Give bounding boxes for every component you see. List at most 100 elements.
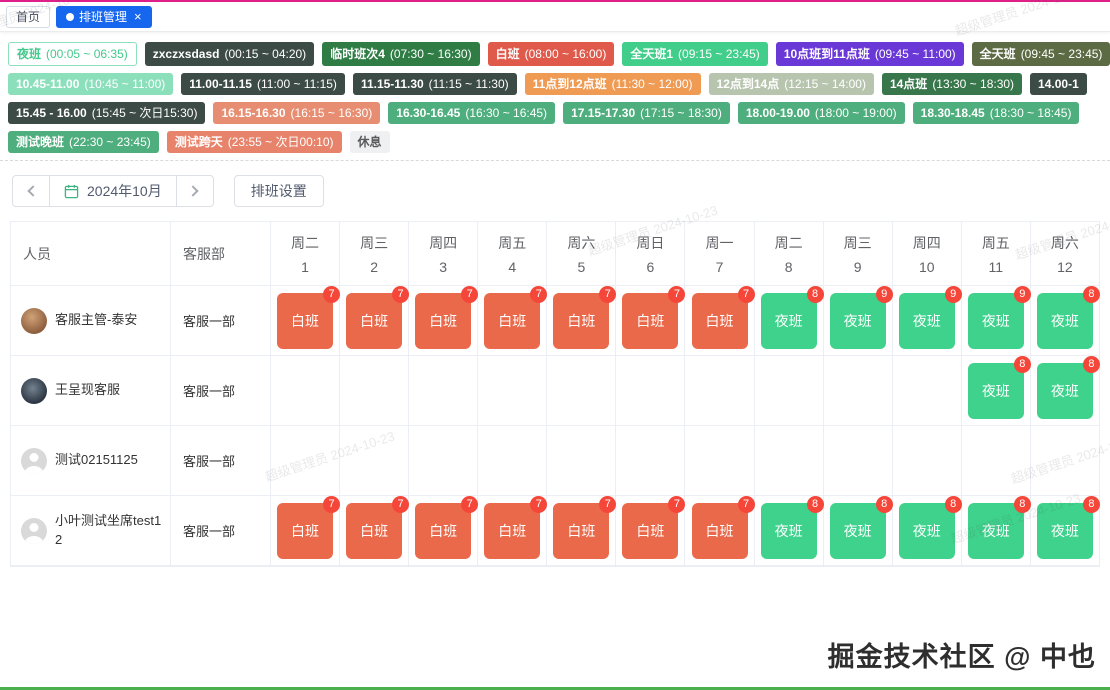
shift-badge-day[interactable]: 白班 7 [553, 495, 617, 559]
shift-cell[interactable] [340, 356, 410, 426]
shift-badge-day[interactable]: 白班 7 [553, 285, 617, 349]
schedule-settings-button[interactable]: 排班设置 [233, 175, 324, 207]
shift-cell[interactable] [1030, 426, 1099, 496]
shift-tag-time: (13:30 ~ 18:30) [932, 77, 1015, 91]
shift-cell[interactable] [409, 356, 479, 426]
month-picker[interactable]: 2024年10月 [50, 175, 176, 207]
shift-cell[interactable]: 夜班 9 [961, 285, 1031, 356]
shift-tag-time: (17:15 ~ 18:30) [640, 106, 722, 120]
shift-cell[interactable] [754, 426, 824, 496]
prev-month-button[interactable] [12, 175, 50, 207]
shift-cell[interactable] [892, 426, 962, 496]
day-date-label: 10 [918, 258, 935, 275]
shift-cell[interactable]: 白班 7 [478, 285, 548, 356]
shift-badge-day[interactable]: 白班 7 [484, 285, 548, 349]
active-tab-dot-icon [66, 12, 75, 21]
shift-badge-night[interactable]: 夜班 8 [760, 495, 824, 559]
shift-tag-time: (18:30 ~ 18:45) [989, 106, 1072, 120]
shift-badge-day[interactable]: 白班 7 [346, 495, 410, 559]
shift-cell[interactable]: 白班 7 [616, 285, 686, 356]
table-header-row: 人员 客服部 周二 1 周三 2 周四 3 周五 4 周六 5 周日 6 周一 7 周二 8 周三 9 周四 10 周五 11… [11, 222, 1099, 286]
shift-cell[interactable]: 白班 7 [340, 495, 410, 566]
shift-cell[interactable] [271, 356, 341, 426]
shift-cell[interactable] [616, 356, 686, 426]
department-column-header: 客服部 [171, 222, 271, 286]
shift-badge-night[interactable]: 夜班 8 [967, 495, 1031, 559]
shift-badge-day[interactable]: 白班 7 [622, 285, 686, 349]
shift-badge-night[interactable]: 夜班 8 [967, 355, 1031, 419]
shift-type-tag: 夜班 (00:05 ~ 06:35) [8, 42, 137, 66]
toolbar: 2024年10月 排班设置 [12, 175, 1110, 207]
shift-badge-day[interactable]: 白班 7 [691, 495, 755, 559]
shift-badge-day[interactable]: 白班 7 [415, 285, 479, 349]
shift-cell[interactable]: 夜班 8 [1030, 495, 1100, 566]
shift-type-tag: 全天班1 (09:15 ~ 23:45) [622, 42, 768, 66]
shift-badge-day[interactable]: 白班 7 [691, 285, 755, 349]
shift-badge-day[interactable]: 白班 7 [415, 495, 479, 559]
shift-cell[interactable]: 夜班 8 [961, 495, 1031, 566]
shift-cell[interactable]: 夜班 8 [892, 495, 962, 566]
shift-cell[interactable]: 白班 7 [340, 285, 410, 356]
shift-badge-day[interactable]: 白班 7 [277, 495, 341, 559]
shift-cell[interactable] [547, 356, 617, 426]
shift-cell[interactable]: 白班 7 [409, 285, 479, 356]
shift-cell[interactable]: 白班 7 [616, 495, 686, 566]
department-cell: 客服一部 [171, 356, 271, 426]
shift-badge-day[interactable]: 白班 7 [277, 285, 341, 349]
tab-close-icon[interactable]: × [134, 9, 142, 24]
shift-badge-night[interactable]: 夜班 9 [829, 285, 893, 349]
shift-cell[interactable]: 白班 7 [271, 285, 341, 356]
tab-home[interactable]: 首页 [6, 5, 51, 28]
shift-badge-night[interactable]: 夜班 8 [1036, 495, 1100, 559]
shift-cell[interactable]: 夜班 8 [1030, 355, 1100, 426]
shift-cell[interactable]: 白班 7 [547, 285, 617, 356]
shift-badge-day[interactable]: 白班 7 [622, 495, 686, 559]
tab-home-label: 首页 [16, 10, 41, 24]
shift-type-tag: 全天班 (09:45 ~ 23:45) [971, 42, 1110, 66]
shift-cell[interactable] [547, 426, 617, 496]
shift-cell[interactable] [271, 426, 341, 496]
shift-cell[interactable] [409, 426, 479, 496]
shift-cell[interactable]: 白班 7 [478, 495, 548, 566]
shift-cell[interactable] [823, 356, 893, 426]
shift-type-tag: 16.15-16.30 (16:15 ~ 16:30) [213, 102, 381, 124]
shift-cell[interactable] [754, 356, 824, 426]
shift-badge-night[interactable]: 夜班 9 [898, 285, 962, 349]
shift-cell[interactable]: 夜班 9 [892, 285, 962, 356]
shift-cell[interactable] [478, 426, 548, 496]
shift-cell[interactable]: 白班 7 [685, 285, 755, 356]
shift-badge-night[interactable]: 夜班 8 [898, 495, 962, 559]
shift-badge-day[interactable]: 白班 7 [346, 285, 410, 349]
shift-cell[interactable]: 夜班 8 [823, 495, 893, 566]
day-weekday-label: 周五 [981, 234, 1010, 251]
shift-cell[interactable]: 白班 7 [271, 495, 341, 566]
shift-cell[interactable]: 白班 7 [685, 495, 755, 566]
shift-badge-night[interactable]: 夜班 8 [1036, 285, 1100, 349]
shift-cell[interactable]: 白班 7 [547, 495, 617, 566]
shift-cell[interactable] [961, 426, 1031, 496]
shift-badge-night[interactable]: 夜班 8 [829, 495, 893, 559]
shift-cell[interactable]: 夜班 8 [1030, 285, 1100, 356]
shift-badge-night[interactable]: 夜班 9 [967, 285, 1031, 349]
shift-cell[interactable] [892, 356, 962, 426]
shift-badge-day[interactable]: 白班 7 [484, 495, 548, 559]
shift-cell[interactable] [823, 426, 893, 496]
shift-cell[interactable]: 夜班 8 [754, 495, 824, 566]
person-name: 小叶测试坐席test12 [55, 513, 162, 547]
next-month-button[interactable] [175, 175, 214, 207]
shift-badge-night[interactable]: 夜班 8 [1036, 355, 1100, 419]
day-date-label: 2 [370, 258, 379, 275]
shift-cell[interactable] [340, 426, 410, 496]
shift-cell[interactable] [685, 356, 755, 426]
day-date-label: 6 [646, 258, 655, 275]
day-column-header: 周二 8 [754, 222, 824, 286]
shift-cell[interactable]: 夜班 8 [961, 355, 1031, 426]
shift-cell[interactable] [478, 356, 548, 426]
shift-badge-night[interactable]: 夜班 8 [760, 285, 824, 349]
shift-cell[interactable]: 夜班 9 [823, 285, 893, 356]
shift-cell[interactable]: 夜班 8 [754, 285, 824, 356]
shift-cell[interactable] [685, 426, 755, 496]
shift-cell[interactable] [616, 426, 686, 496]
tab-schedule-management[interactable]: 排班管理 × [56, 5, 152, 28]
shift-cell[interactable]: 白班 7 [409, 495, 479, 566]
